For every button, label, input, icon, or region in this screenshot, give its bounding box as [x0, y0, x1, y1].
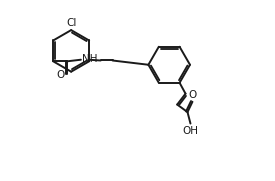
Text: O: O [188, 90, 197, 100]
Text: OH: OH [183, 126, 199, 136]
Text: O: O [56, 70, 65, 80]
Text: Cl: Cl [66, 18, 76, 28]
Text: NH: NH [82, 54, 97, 64]
